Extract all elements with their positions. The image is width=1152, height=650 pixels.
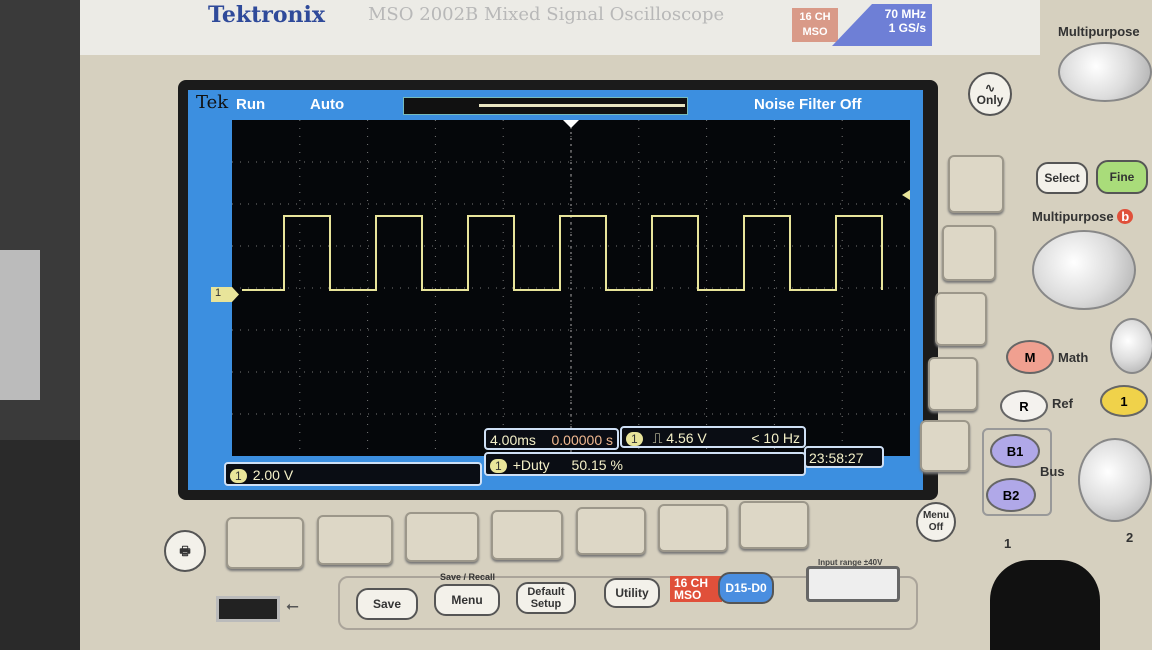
math-label: Math: [1058, 350, 1089, 365]
rising-edge-icon: ⎍: [652, 430, 663, 446]
ref-button[interactable]: R: [1000, 390, 1048, 422]
bottom-button-6[interactable]: [658, 504, 728, 552]
math-button[interactable]: M: [1006, 340, 1054, 374]
bottom-control-panel: [338, 576, 918, 630]
channel1-readout: 1 2.00 V: [224, 462, 482, 486]
channel1-scale: 2.00 V: [252, 467, 294, 483]
measurement-name: +Duty: [512, 457, 550, 473]
channel1-waveform: [242, 215, 883, 291]
usb-icon: ⭠: [286, 598, 299, 615]
side-button-4[interactable]: [928, 357, 978, 411]
channel1-ground-marker[interactable]: 1: [211, 287, 239, 302]
measurement-value: 50.15 %: [571, 457, 623, 473]
input-range-label: Input range ±40V: [818, 558, 883, 567]
bus-group: [982, 428, 1052, 516]
channel1-button[interactable]: 1: [1100, 385, 1148, 417]
trigger-readout: 1 ⎍ 4.56 V < 10 Hz: [620, 426, 806, 448]
bus-b1-button[interactable]: B1: [990, 434, 1040, 468]
sample-rate: 1 GS/s: [888, 21, 926, 35]
side-button-2[interactable]: [942, 225, 996, 281]
printer-icon: 🖶: [179, 544, 191, 558]
scope-only-label: Only: [976, 93, 1004, 107]
bottom-button-4[interactable]: [491, 510, 563, 560]
mso-badge: 16 CH MSO: [792, 8, 838, 42]
utility-button[interactable]: Utility: [604, 578, 660, 608]
tek-logo: Tek: [196, 92, 229, 113]
record-view-bar: [403, 97, 688, 115]
multipurpose-b-text: Multipurpose: [1032, 209, 1114, 224]
channel1-badge: 1: [230, 469, 247, 483]
sine-icon: ∿: [984, 81, 996, 95]
menu-off-button[interactable]: Menu Off: [916, 502, 956, 542]
scope-only-button[interactable]: ∿ Only: [968, 72, 1012, 116]
digital-channels-button[interactable]: D15-D0: [718, 572, 774, 604]
time-scale: 4.00ms: [490, 432, 536, 448]
bottom-button-2[interactable]: [317, 515, 393, 565]
channel2-input-label: 2: [1126, 530, 1134, 545]
channel1-input-label: 1: [1004, 536, 1012, 551]
save-recall-label: Save / Recall: [440, 572, 496, 582]
multipurpose-b-label: Multipurpose b: [1032, 209, 1134, 224]
default-setup-button[interactable]: Default Setup: [516, 582, 576, 614]
trigger-source: 1: [626, 432, 643, 446]
multipurpose-b-knob[interactable]: [1032, 230, 1136, 310]
adjacent-device-panel: [0, 250, 40, 400]
channel1-position-knob[interactable]: [1110, 318, 1152, 374]
probe-connector: [990, 560, 1100, 650]
print-button[interactable]: 🖶: [164, 530, 206, 572]
clock: 23:58:27: [804, 446, 884, 468]
bus-b2-button[interactable]: B2: [986, 478, 1036, 512]
brand-logo: Tektronix: [208, 2, 325, 28]
bottom-button-5[interactable]: [576, 507, 646, 555]
save-button[interactable]: Save: [356, 588, 418, 620]
model-name: MSO 2002B Mixed Signal Oscilloscope: [368, 4, 725, 25]
trigger-position-marker: [563, 120, 579, 128]
fine-button[interactable]: Fine: [1096, 160, 1148, 194]
multipurpose-a-label: Multipurpose: [1058, 24, 1140, 39]
bottom-button-1[interactable]: [226, 517, 304, 569]
measurement-readout: 1 +Duty 50.15 %: [484, 452, 806, 476]
run-state: Run: [236, 96, 266, 113]
bandwidth: 70 MHz: [884, 7, 926, 21]
measurement-source: 1: [490, 459, 507, 473]
menu-button[interactable]: Menu: [434, 584, 500, 616]
bus-label: Bus: [1040, 464, 1065, 479]
noise-filter-status: Noise Filter Off: [754, 96, 862, 113]
trigger-frequency: < 10 Hz: [751, 430, 800, 446]
trigger-mode: Auto: [310, 96, 345, 113]
side-button-5[interactable]: [920, 420, 970, 472]
side-button-3[interactable]: [935, 292, 987, 346]
trigger-level-marker: [902, 190, 910, 200]
mso-label: 16 CH MSO: [670, 576, 722, 602]
bottom-button-7[interactable]: [739, 501, 809, 549]
usb-port[interactable]: [216, 596, 280, 622]
side-button-1[interactable]: [948, 155, 1004, 213]
trigger-level: 4.56 V: [666, 430, 707, 446]
digital-probe-connector: [806, 566, 900, 602]
channel1-scale-knob[interactable]: [1078, 438, 1152, 522]
multipurpose-a-knob[interactable]: [1058, 42, 1152, 102]
b-mark: b: [1117, 209, 1134, 224]
ref-label: Ref: [1052, 396, 1073, 411]
timebase-readout: 4.00ms 0.00000 s: [484, 428, 619, 450]
bottom-button-3[interactable]: [405, 512, 479, 562]
spec-badge: 70 MHz 1 GS/s: [832, 4, 932, 46]
select-button[interactable]: Select: [1036, 162, 1088, 194]
time-position: 0.00000 s: [551, 432, 614, 448]
graticule: [232, 120, 910, 456]
status-bar: Tek Run Auto Noise Filter Off: [188, 92, 923, 118]
